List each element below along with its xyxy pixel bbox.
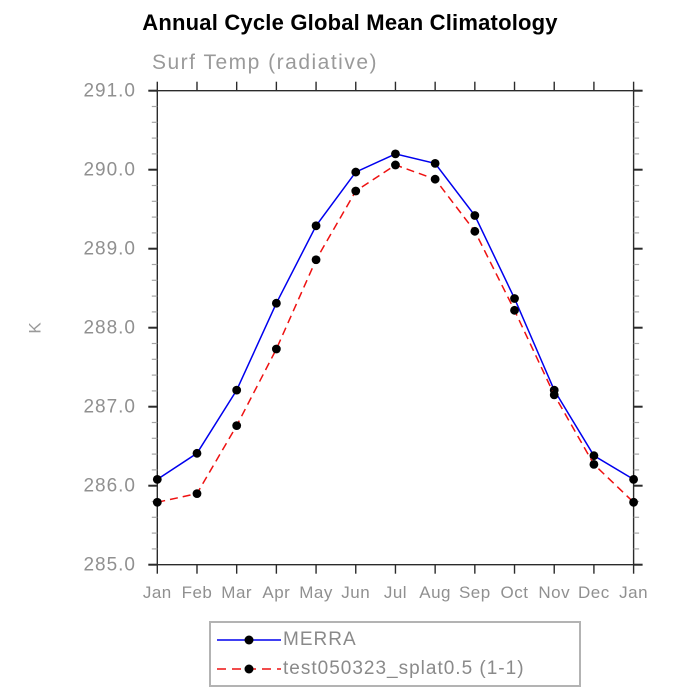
data-point — [232, 385, 242, 395]
x-tick-label: Jul — [384, 583, 407, 602]
legend: MERRA test050323_splat0.5 (1-1) — [209, 621, 581, 687]
x-tick-label: Sep — [459, 583, 491, 602]
legend-item-test: test050323_splat0.5 (1-1) — [215, 654, 579, 683]
y-tick-label: 291.0 — [83, 81, 136, 102]
legend-key-solid-line-icon — [217, 635, 281, 644]
x-tick-label: Oct — [501, 583, 529, 602]
data-point — [271, 298, 281, 308]
y-tick-label: 289.0 — [83, 239, 136, 260]
legend-label-test: test050323_splat0.5 (1-1) — [283, 657, 525, 679]
data-point — [470, 211, 480, 220]
y-tick-label: 288.0 — [83, 318, 136, 339]
data-point — [430, 158, 440, 168]
x-tick-label: Jun — [341, 583, 370, 602]
legend-item-merra: MERRA — [215, 625, 579, 654]
x-tick-label: Mar — [221, 583, 252, 602]
y-tick-label: 287.0 — [83, 397, 136, 418]
data-point — [192, 448, 202, 458]
x-tick-label: Jan — [143, 583, 172, 602]
data-point — [589, 459, 599, 469]
series-line-1 — [157, 164, 635, 504]
data-point — [510, 294, 519, 303]
data-point — [391, 160, 400, 170]
y-tick-label: 286.0 — [83, 476, 136, 497]
data-point — [470, 226, 480, 236]
data-point — [510, 305, 519, 315]
data-point — [589, 451, 599, 461]
x-tick-label: Feb — [182, 583, 213, 602]
data-point — [311, 255, 321, 265]
x-tick-label: May — [299, 583, 333, 602]
legend-key-dashed-line-icon — [217, 664, 281, 673]
data-point — [391, 149, 400, 159]
x-tick-label: Dec — [578, 583, 610, 602]
data-point — [629, 497, 638, 507]
x-tick-label: Jan — [619, 583, 648, 602]
x-tick-label: Nov — [538, 583, 570, 602]
y-tick-label: 290.0 — [83, 160, 136, 181]
data-point — [192, 489, 202, 498]
data-point — [549, 390, 559, 400]
legend-label-merra: MERRA — [283, 628, 357, 650]
data-point — [351, 167, 361, 177]
chart-title: Annual Cycle Global Mean Climatology — [142, 10, 558, 35]
data-point — [629, 474, 638, 484]
data-point — [311, 221, 321, 231]
data-point — [271, 344, 281, 354]
data-point — [351, 186, 361, 196]
y-tick-label: 285.0 — [83, 555, 136, 576]
x-tick-label: Aug — [419, 583, 451, 602]
data-point — [152, 474, 162, 484]
data-point — [232, 421, 242, 431]
data-point — [152, 497, 162, 507]
x-tick-label: Apr — [262, 583, 290, 602]
chart-subtitle: Surf Temp (radiative) — [152, 51, 379, 74]
series-line-0 — [156, 153, 634, 481]
data-point — [430, 174, 440, 184]
